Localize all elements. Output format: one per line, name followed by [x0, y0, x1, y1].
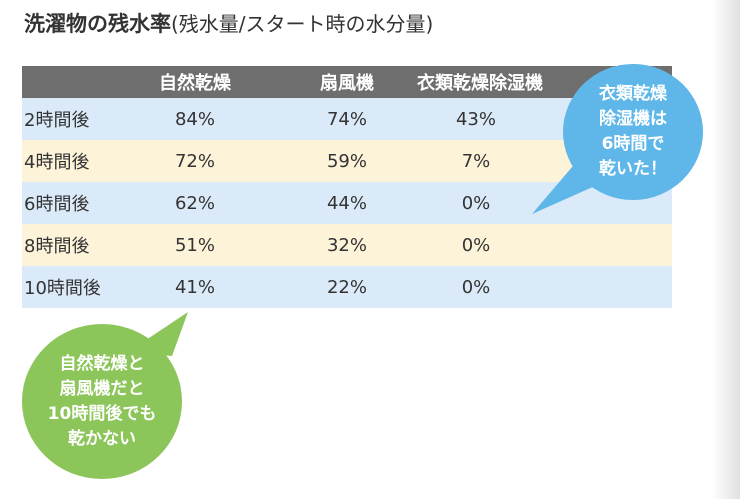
cell-natural: 84% [174, 108, 215, 130]
title-main: 洗濯物の残水率 [24, 12, 171, 36]
callout-line: 6時間で [601, 134, 665, 154]
row-label: 2時間後 [24, 110, 90, 131]
callout-line: 乾いた！ [599, 159, 667, 179]
header-natural-drying: 自然乾燥 [159, 73, 231, 94]
callout-line: 除湿機は [599, 109, 667, 129]
natural-callout: 自然乾燥と 扇風機だと 10時間後でも 乾かない [22, 324, 182, 479]
callout-line: 自然乾燥と [59, 353, 145, 374]
page-title: 洗濯物の残水率(残水量/スタート時の水分量) [24, 8, 433, 38]
callout-line: 衣類乾燥 [599, 84, 667, 104]
table-row: 2時間後 84% 74% 43% [22, 98, 672, 140]
callout-line: 乾かない [67, 428, 136, 449]
page-edge-shadow [712, 0, 740, 499]
cell-dehumidifier: 0% [461, 192, 491, 214]
cell-fan: 59% [326, 150, 367, 172]
cell-fan: 74% [326, 108, 367, 130]
row-label: 8時間後 [24, 236, 90, 257]
row-label: 4時間後 [24, 152, 90, 173]
dehumidifier-callout: 衣類乾燥 除湿機は 6時間で 乾いた！ [563, 64, 703, 200]
table-row: 8時間後 51% 32% 0% [22, 224, 672, 266]
table-header-row: 自然乾燥 扇風機 衣類乾燥除湿機 [22, 66, 672, 98]
callout-line: 扇風機だと [59, 378, 145, 399]
natural-callout-text: 自然乾燥と 扇風機だと 10時間後でも 乾かない [48, 352, 157, 452]
cell-fan: 32% [326, 234, 367, 256]
callout-line: 10時間後でも [47, 403, 157, 424]
cell-dehumidifier: 0% [461, 276, 491, 298]
cell-natural: 41% [174, 276, 215, 298]
dehumidifier-callout-text: 衣類乾燥 除湿機は 6時間で 乾いた！ [599, 82, 667, 182]
title-subtitle: (残水量/スタート時の水分量) [171, 12, 434, 36]
cell-fan: 22% [326, 276, 367, 298]
row-label: 6時間後 [24, 194, 90, 215]
header-fan: 扇風機 [320, 73, 374, 94]
header-dehumidifier: 衣類乾燥除湿機 [417, 73, 543, 94]
residual-water-table: 自然乾燥 扇風機 衣類乾燥除湿機 2時間後 84% 74% 43% 4時間後 7… [22, 66, 672, 308]
table-row: 10時間後 41% 22% 0% [22, 266, 672, 308]
cell-natural: 72% [174, 150, 215, 172]
cell-dehumidifier: 0% [461, 234, 491, 256]
cell-dehumidifier: 43% [455, 108, 496, 130]
cell-dehumidifier: 7% [461, 150, 491, 172]
cell-natural: 51% [174, 234, 215, 256]
cell-fan: 44% [326, 192, 367, 214]
table-row: 4時間後 72% 59% 7% [22, 140, 672, 182]
row-label: 10時間後 [24, 278, 101, 299]
cell-natural: 62% [174, 192, 215, 214]
